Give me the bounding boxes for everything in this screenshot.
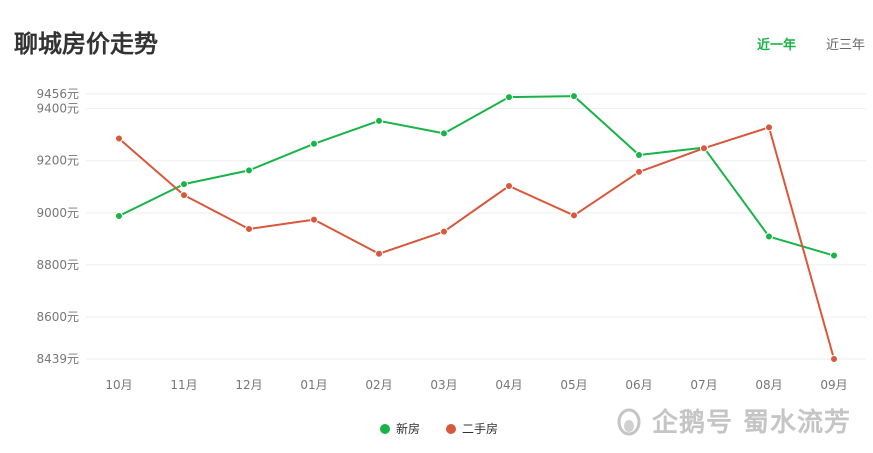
data-point[interactable] — [440, 129, 448, 138]
period-tabs: 近一年 近三年 — [757, 34, 865, 53]
data-point[interactable] — [830, 251, 838, 260]
legend-dot-icon — [380, 423, 390, 434]
data-point[interactable] — [635, 167, 643, 176]
x-axis-labels: 10月 11月 12月 01月 02月 03月 04月 05月 06月 07月 08月 09月 — [105, 378, 847, 392]
data-point[interactable] — [765, 232, 773, 241]
data-point[interactable] — [440, 227, 448, 236]
legend-label: 二手房 — [462, 422, 499, 436]
data-point[interactable] — [635, 150, 643, 159]
series-line-second-hand — [118, 126, 835, 360]
series-line-new-house — [118, 95, 835, 257]
page-title: 聊城房价走势 — [14, 30, 158, 58]
data-point[interactable] — [375, 249, 383, 258]
data-point[interactable] — [115, 134, 123, 143]
x-tick-label: 09月 — [820, 378, 847, 392]
data-point[interactable] — [505, 93, 513, 102]
data-point[interactable] — [245, 224, 253, 233]
chart-legend: 新房 二手房 — [380, 420, 498, 437]
data-point[interactable] — [245, 166, 253, 175]
data-point[interactable] — [180, 180, 188, 189]
data-point[interactable] — [830, 355, 838, 363]
y-tick-label: 8800元 — [36, 258, 79, 272]
grid-lines — [86, 93, 866, 360]
x-tick-label: 11月 — [170, 378, 197, 392]
data-point[interactable] — [180, 191, 188, 200]
legend-item-new-house[interactable]: 新房 — [380, 420, 420, 437]
watermark: 企鹅号 蜀水流芳 — [614, 402, 851, 439]
x-tick-label: 12月 — [235, 378, 262, 392]
x-tick-label: 04月 — [495, 378, 522, 392]
tab-three-years[interactable]: 近三年 — [825, 38, 865, 53]
y-tick-label: 8600元 — [36, 310, 79, 324]
x-tick-label: 05月 — [560, 378, 587, 392]
x-tick-label: 07月 — [690, 378, 717, 392]
penguin-logo-icon — [617, 408, 641, 435]
x-tick-label: 02月 — [365, 378, 392, 392]
data-point[interactable] — [115, 211, 123, 220]
x-tick-label: 06月 — [625, 378, 652, 392]
y-tick-label: 9400元 — [36, 102, 79, 116]
series-points — [115, 92, 838, 363]
data-point[interactable] — [375, 116, 383, 125]
data-point[interactable] — [570, 211, 578, 220]
y-tick-label: 9456元 — [36, 87, 79, 101]
data-point[interactable] — [310, 215, 318, 224]
data-point[interactable] — [570, 92, 578, 101]
y-tick-label: 9000元 — [36, 206, 79, 220]
watermark-text: 企鹅号 蜀水流芳 — [651, 408, 851, 438]
x-tick-label: 10月 — [105, 378, 132, 392]
data-point[interactable] — [765, 123, 773, 132]
data-point[interactable] — [505, 181, 513, 190]
x-tick-label: 01月 — [300, 378, 327, 392]
tab-one-year[interactable]: 近一年 — [756, 38, 796, 53]
legend-dot-icon — [446, 423, 457, 434]
x-tick-label: 08月 — [755, 378, 782, 392]
legend-item-second-hand[interactable]: 二手房 — [446, 420, 498, 437]
series-lines — [118, 95, 835, 360]
x-tick-label: 03月 — [430, 378, 457, 392]
y-tick-label: 9200元 — [36, 154, 79, 168]
data-point[interactable] — [700, 144, 708, 153]
y-tick-label: 8439元 — [36, 352, 79, 366]
legend-label: 新房 — [396, 422, 421, 436]
data-point[interactable] — [310, 139, 318, 148]
